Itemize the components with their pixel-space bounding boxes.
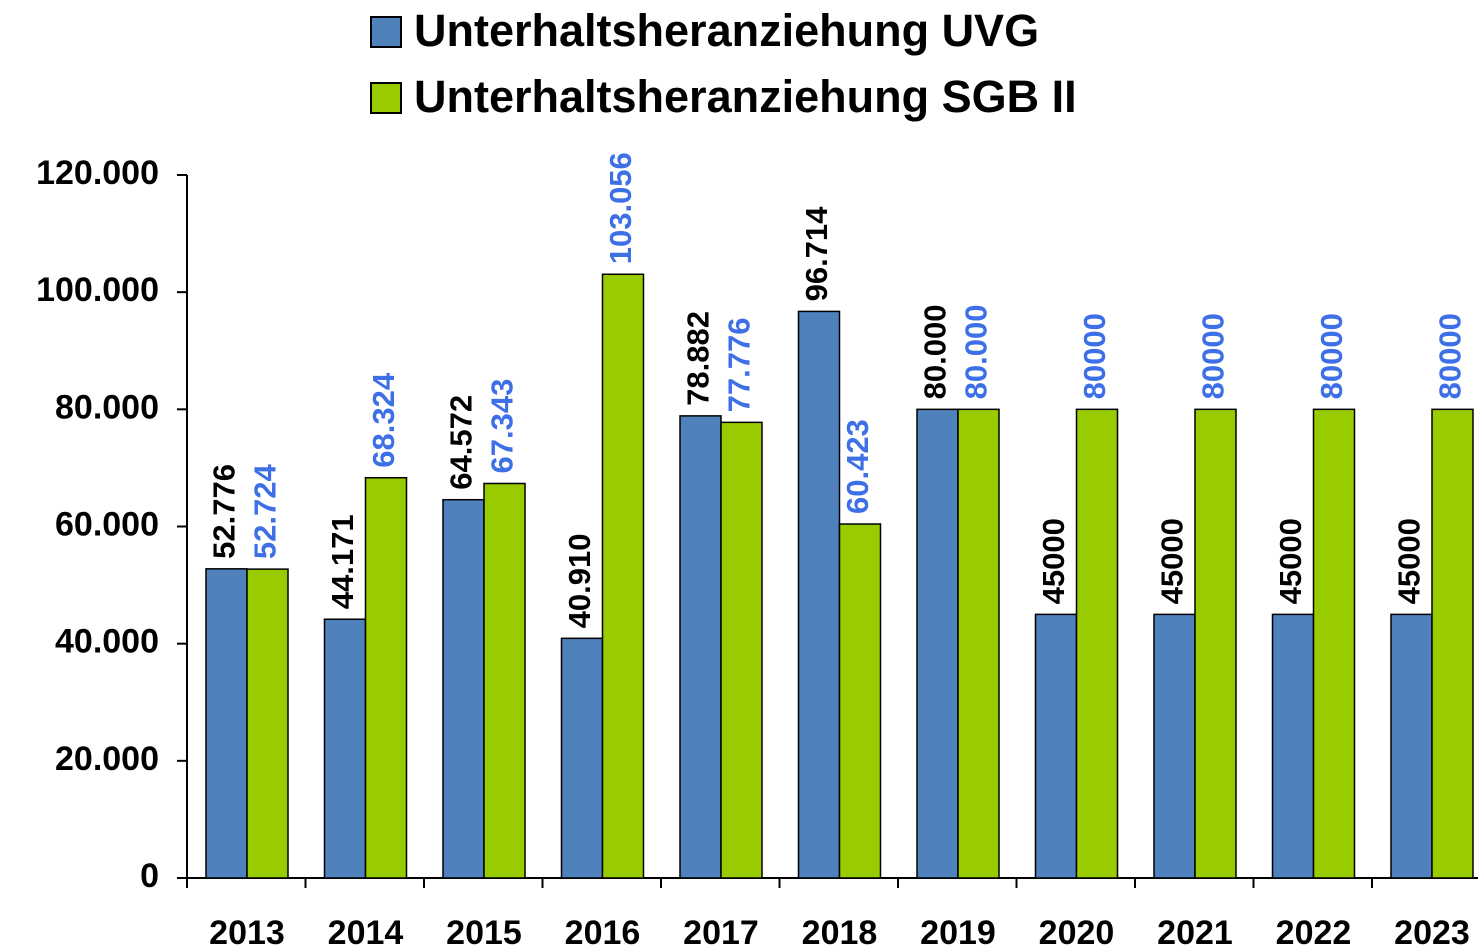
value-label: 64.572 [444, 395, 479, 490]
bar [1153, 613, 1196, 879]
legend-label: Unterhaltsheranziehung SGB II [414, 71, 1077, 122]
bar [1194, 408, 1237, 879]
value-label: 80.000 [918, 305, 953, 400]
x-tick-label: 2020 [1039, 914, 1115, 950]
value-label: 40.910 [562, 534, 597, 629]
y-tick-label: 40.000 [55, 623, 159, 661]
x-tick-label: 2021 [1157, 914, 1233, 950]
y-tick-label: 20.000 [55, 740, 159, 778]
value-label: 67.343 [485, 379, 520, 474]
value-label: 45000 [1155, 518, 1190, 604]
bar [246, 568, 289, 879]
bar [1075, 408, 1119, 879]
bar [364, 476, 408, 879]
bar [957, 408, 1000, 879]
value-label: 80000 [1196, 313, 1231, 399]
value-label: 68.324 [366, 372, 401, 468]
legend-swatch [370, 16, 402, 48]
value-label: 78.882 [681, 311, 716, 406]
value-label: 80000 [1433, 313, 1468, 399]
bar [442, 498, 485, 879]
value-label: 60.423 [840, 419, 875, 514]
bar [838, 523, 882, 879]
bar [205, 568, 248, 879]
legend-label: Unterhaltsheranziehung UVG [414, 5, 1039, 56]
x-tick-label: 2014 [328, 914, 404, 950]
bar [1034, 613, 1078, 879]
x-tick-label: 2016 [565, 914, 641, 950]
value-label: 80000 [1077, 313, 1112, 399]
bar [720, 421, 763, 879]
value-label: 52.776 [207, 464, 242, 559]
x-tick-label: 2013 [209, 914, 285, 950]
value-label: 80.000 [959, 305, 994, 400]
x-tick-label: 2015 [446, 914, 522, 950]
value-label: 45000 [1273, 518, 1308, 604]
bar [560, 637, 604, 879]
bar [679, 415, 722, 879]
bar [916, 408, 959, 879]
bar [1390, 613, 1433, 879]
bar [601, 273, 645, 879]
value-label: 80000 [1314, 313, 1349, 399]
x-tick-label: 2023 [1394, 914, 1470, 950]
value-label: 77.776 [722, 318, 757, 413]
y-tick-label: 80.000 [55, 388, 159, 426]
value-label: 44.171 [325, 514, 360, 609]
bar [1431, 408, 1474, 879]
value-label: 103.056 [603, 152, 638, 264]
value-label: 45000 [1036, 518, 1071, 604]
bar [483, 482, 526, 879]
value-label: 52.724 [248, 464, 283, 560]
legend-swatch [370, 82, 402, 114]
x-tick-label: 2019 [920, 914, 996, 950]
y-tick-label: 100.000 [36, 271, 159, 309]
value-label: 45000 [1392, 518, 1427, 604]
bar [1312, 408, 1356, 879]
y-tick-label: 60.000 [55, 505, 159, 543]
x-tick-label: 2017 [683, 914, 759, 950]
bar [323, 618, 367, 879]
value-label: 96.714 [799, 206, 834, 302]
y-tick-label: 0 [140, 857, 159, 895]
bar [1271, 613, 1315, 879]
x-tick-label: 2022 [1276, 914, 1352, 950]
bar [797, 310, 841, 879]
y-tick-label: 120.000 [36, 154, 159, 192]
x-tick-label: 2018 [802, 914, 878, 950]
